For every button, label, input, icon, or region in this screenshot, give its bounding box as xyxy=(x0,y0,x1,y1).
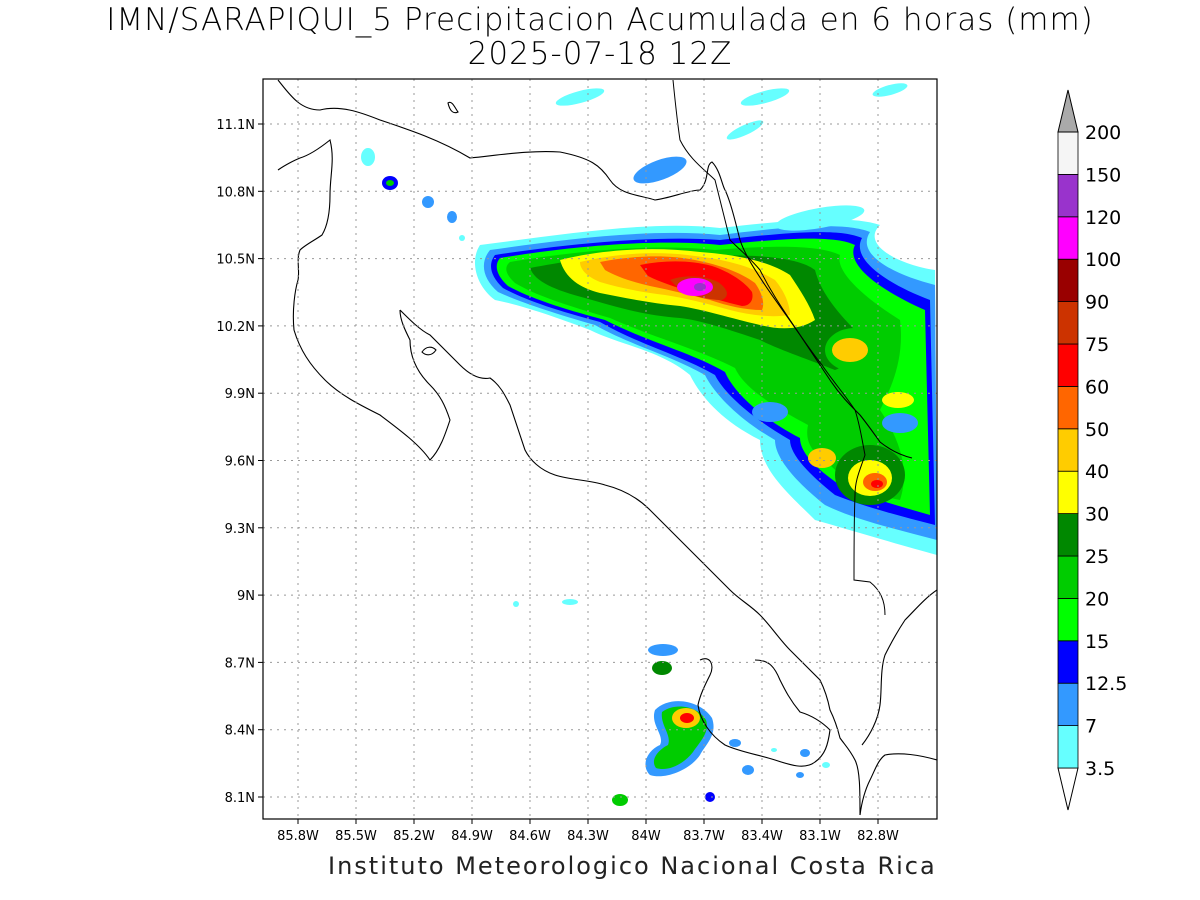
colorbar-swatch xyxy=(1057,725,1079,769)
colorbar-level-label: 75 xyxy=(1085,334,1109,356)
colorbar-swatch xyxy=(1057,428,1079,472)
lat-label: 8.1N xyxy=(225,791,255,806)
lat-label: 9N xyxy=(237,589,255,604)
colorbar-level-label: 50 xyxy=(1085,419,1109,441)
colorbar-level-label: 40 xyxy=(1085,461,1109,483)
colorbar-swatch xyxy=(1057,555,1079,599)
colorbar-swatch xyxy=(1057,173,1079,218)
colorbar-swatch xyxy=(1057,682,1079,727)
lon-label: 85.2W xyxy=(393,829,435,844)
border-line xyxy=(672,79,886,616)
lon-label: 83.7W xyxy=(683,829,725,844)
lon-label: 84.9W xyxy=(451,829,493,844)
institution-credit: Instituto Meteorologico Nacional Costa R… xyxy=(328,852,937,880)
colorbar-level-label: 3.5 xyxy=(1085,758,1115,780)
lon-label: 84.3W xyxy=(567,829,609,844)
colorbar-swatch xyxy=(1057,385,1079,430)
colorbar-swatch xyxy=(1057,640,1079,684)
colorbar-level-label: 90 xyxy=(1085,292,1109,314)
colorbar-level-label: 200 xyxy=(1085,122,1121,144)
colorbar-swatch xyxy=(1057,598,1079,642)
colorbar-level-label: 25 xyxy=(1085,546,1109,568)
lon-label: 84.6W xyxy=(509,829,551,844)
lat-label: 9.6N xyxy=(225,455,255,470)
lat-label: 10.2N xyxy=(216,320,255,335)
lat-label: 9.3N xyxy=(225,522,255,537)
colorbar-level-label: 30 xyxy=(1085,504,1109,526)
colorbar-labels: 3.5 7 12.5 15 20 25 30 40 50 60 75 90 100 120 150 200 xyxy=(1085,122,1127,780)
lat-label: 8.4N xyxy=(225,724,255,739)
lon-label: 85.5W xyxy=(335,829,377,844)
lon-label: 85.8W xyxy=(277,829,319,844)
lon-label: 83.1W xyxy=(799,829,841,844)
lat-label: 10.8N xyxy=(216,185,255,200)
colorbar-level-label: 60 xyxy=(1085,376,1109,398)
lat-label: 10.5N xyxy=(216,253,255,268)
latitude-labels: 11.1N 10.8N 10.5N 10.2N 9.9N 9.6N 9.3N 9N 8.7N 8.… xyxy=(216,118,255,806)
colorbar-swatch xyxy=(1057,258,1079,303)
colorbar-swatch xyxy=(1057,513,1079,557)
coastline xyxy=(277,79,937,816)
axis-ticks xyxy=(258,123,879,824)
map-date: 2025-07-18 12Z xyxy=(467,36,733,72)
precipitation-field xyxy=(361,83,937,806)
map-title: IMN/SARAPIQUI_5 Precipitacion Acumulada … xyxy=(106,2,1094,38)
map-frame xyxy=(262,78,938,820)
lat-label: 9.9N xyxy=(225,387,255,402)
colorbar-low-arrow xyxy=(1057,767,1079,811)
colorbar-level-label: 120 xyxy=(1085,207,1121,229)
colorbar-level-label: 100 xyxy=(1085,249,1121,271)
colorbar-high-arrow xyxy=(1057,89,1079,133)
lon-label: 82.8W xyxy=(857,829,899,844)
lat-label: 8.7N xyxy=(225,656,255,671)
colorbar-level-label: 12.5 xyxy=(1085,673,1127,695)
lon-label: 84W xyxy=(631,829,661,844)
longitude-labels: 85.8W 85.5W 85.2W 84.9W 84.6W 84.3W 84W 83.7W 83… xyxy=(277,829,899,844)
colorbar-swatch xyxy=(1057,301,1079,345)
colorbar-swatch xyxy=(1057,131,1079,175)
colorbar-swatch xyxy=(1057,216,1079,260)
colorbar-swatch xyxy=(1057,470,1079,515)
lat-label: 11.1N xyxy=(216,118,255,133)
colorbar-level-label: 150 xyxy=(1085,164,1121,186)
colorbar-swatch xyxy=(1057,343,1079,387)
colorbar-level-label: 20 xyxy=(1085,588,1109,610)
colorbar-level-label: 15 xyxy=(1085,631,1109,653)
graticule xyxy=(263,79,937,819)
colorbar xyxy=(1057,89,1079,811)
lon-label: 83.4W xyxy=(741,829,783,844)
colorbar-level-label: 7 xyxy=(1085,716,1097,738)
